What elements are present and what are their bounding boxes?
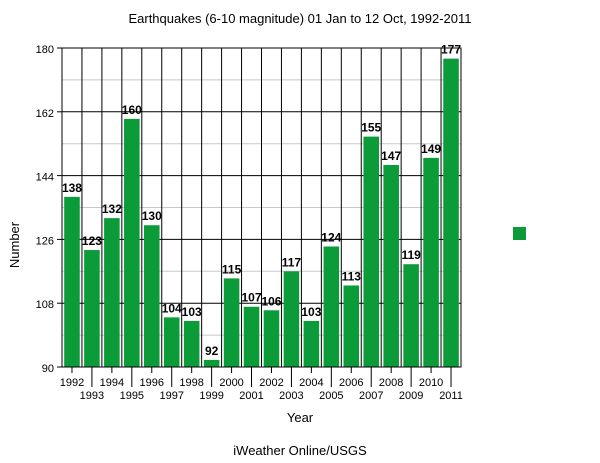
x-tick-label: 1994 [100,377,124,389]
bar-value-label: 106 [261,294,281,308]
y-axis-title: Number [7,221,22,268]
bar [203,359,220,367]
bar [243,306,260,367]
x-tick-label: 2003 [279,390,303,402]
x-tick-label: 1997 [159,390,183,402]
bar [263,310,280,367]
x-tick-label: 1993 [80,390,104,402]
bar-value-label: 177 [441,43,461,57]
bar-value-label: 160 [122,103,142,117]
x-tick-label: 1992 [60,377,84,389]
x-tick-label: 1996 [140,377,164,389]
bar-value-label: 103 [182,305,202,319]
y-tick-label: 144 [36,172,54,184]
x-axis-title: Year [287,410,314,425]
source-caption: iWeather Online/USGS [233,443,367,458]
bar [423,157,439,367]
chart-title: Earthquakes (6-10 magnitude) 01 Jan to 1… [128,11,471,26]
bar [343,285,360,367]
bar [283,271,300,367]
bar-value-label: 138 [62,181,82,195]
x-tick-label: 2007 [359,390,383,402]
x-tick-label: 2006 [339,377,363,389]
bar [363,136,380,367]
x-tick-label: 2005 [319,390,343,402]
bar [383,164,399,367]
bar-value-label: 117 [282,255,302,269]
bar-value-label: 155 [361,121,381,135]
y-axis-ticks: 90 108 126 144 162 180 [36,44,62,375]
x-tick-label: 2002 [259,377,283,389]
legend-swatch [513,227,526,240]
bar-value-label: 130 [142,209,162,223]
y-tick-label: 162 [36,108,54,120]
y-tick-label: 90 [42,363,54,375]
bar-value-label: 92 [205,344,219,358]
bar-value-label: 113 [342,269,362,283]
x-tick-label: 2010 [419,377,443,389]
x-axis-ticks: 1992199319941995199619971998199920002001… [60,367,463,402]
x-tick-label: 2008 [379,377,403,389]
bar-value-label: 132 [102,202,122,216]
x-tick-label: 1999 [199,390,223,402]
y-tick-label: 126 [36,235,54,247]
plot-area-border [61,47,462,368]
x-tick-label: 2000 [219,377,243,389]
x-tick-label: 2011 [439,390,463,402]
bar [84,250,100,367]
bar-value-label: 119 [401,248,421,262]
bar [183,320,200,367]
bar-value-label: 104 [162,301,182,315]
bars [64,58,459,368]
bar-value-label: 103 [301,305,321,319]
bar-value-label: 107 [242,291,262,305]
bar-value-label: 124 [321,230,341,244]
y-tick-label: 180 [36,44,54,56]
bar [124,118,140,367]
x-tick-label: 1998 [179,377,203,389]
bar [303,320,320,367]
bar [443,58,459,368]
x-tick-label: 2004 [299,377,323,389]
bar [163,317,180,367]
x-tick-label: 2001 [239,390,263,402]
bar-value-label: 123 [82,234,102,248]
y-tick-label: 108 [36,299,54,311]
bar [403,264,419,367]
bar [223,278,240,367]
bar-value-label: 115 [222,262,242,276]
bar-value-label: 147 [381,149,401,163]
bar-value-label: 149 [421,142,441,156]
bar [323,246,340,367]
bar [104,218,120,367]
x-tick-label: 1995 [120,390,144,402]
x-tick-label: 2009 [399,390,423,402]
bar [143,225,160,367]
bar [64,196,80,367]
